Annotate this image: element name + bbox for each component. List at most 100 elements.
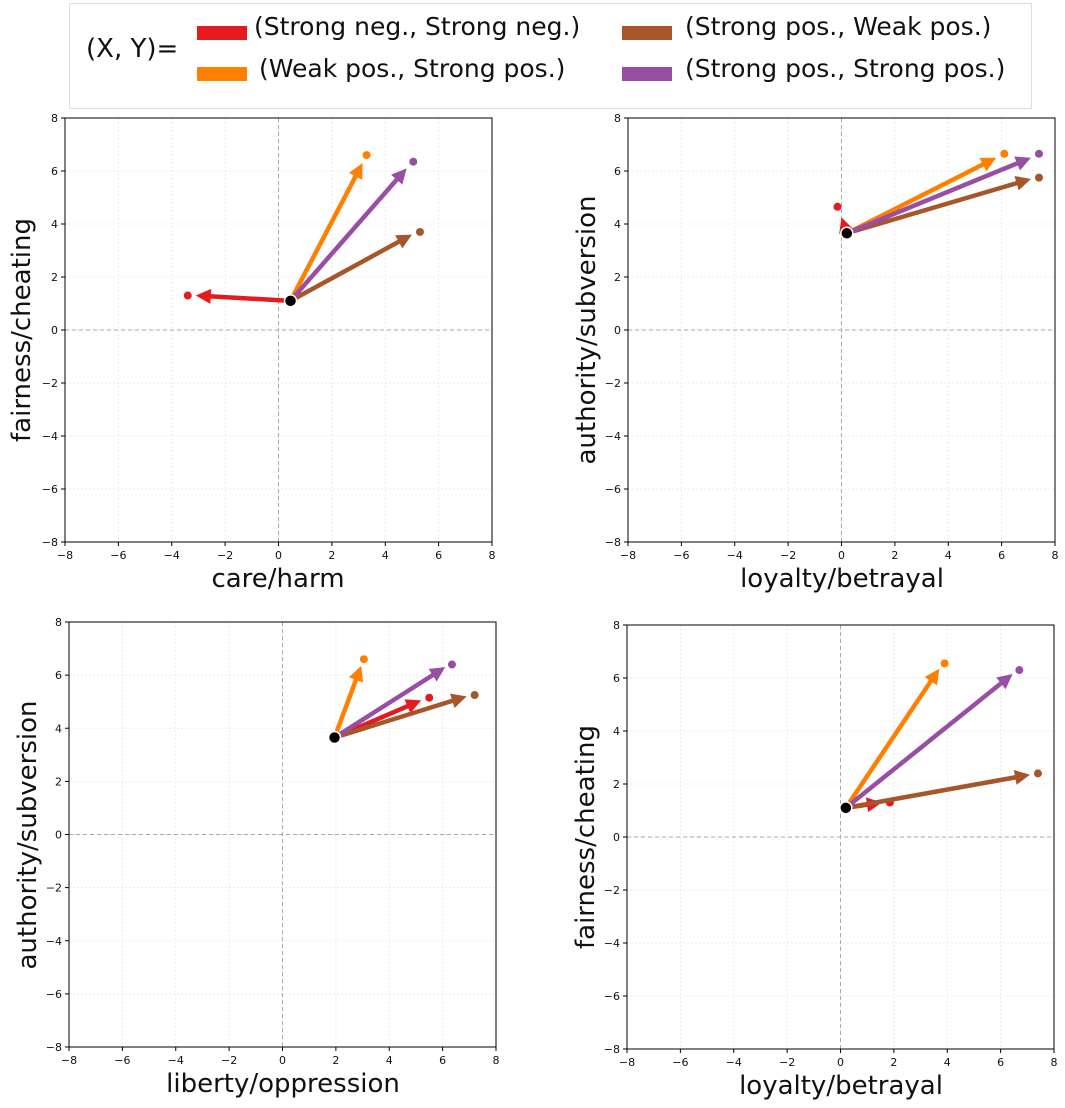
x-tick-label: −6 — [672, 1056, 688, 1069]
legend-label-strong-pos-weak-pos: (Strong pos., Weak pos.) — [685, 12, 992, 41]
y-tick-label: −4 — [46, 935, 62, 948]
legend-swatch-strong-pos-strong-pos — [622, 67, 672, 81]
x-tick-label: −6 — [114, 1054, 130, 1067]
y-tick-label: 0 — [55, 829, 62, 842]
x-tick-label: 4 — [945, 549, 952, 562]
x-tick-label: 6 — [439, 1054, 446, 1067]
y-tick-label: −8 — [42, 536, 58, 549]
y-tick-label: 6 — [51, 165, 58, 178]
x-axis-label: liberty/oppression — [166, 1069, 400, 1099]
y-tick-label: 0 — [51, 324, 58, 337]
x-tick-label: −2 — [217, 549, 233, 562]
x-tick-label: −4 — [168, 1054, 184, 1067]
arrow-shaft-strong-neg-strong-neg — [208, 294, 291, 304]
y-tick-label: −6 — [46, 988, 62, 1001]
legend-label-strong-neg-strong-neg: (Strong neg., Strong neg.) — [254, 12, 581, 41]
endpoint-dot-weak-pos-strong-pos — [940, 659, 949, 668]
y-tick-label: 2 — [614, 271, 621, 284]
endpoint-dot-strong-pos-weak-pos — [415, 227, 424, 236]
x-tick-label: −2 — [221, 1054, 237, 1067]
origin-dot — [283, 294, 298, 308]
y-tick-label: −4 — [604, 937, 620, 950]
arrow-head-strong-pos-weak-pos — [1014, 176, 1031, 191]
y-tick-label: −4 — [605, 430, 621, 443]
arrow-head-strong-pos-weak-pos — [450, 693, 467, 708]
x-tick-label: 6 — [997, 1056, 1004, 1069]
y-tick-label: 8 — [613, 619, 620, 632]
x-tick-label: 2 — [332, 1054, 339, 1067]
x-tick-label: 2 — [328, 549, 335, 562]
y-tick-label: −4 — [42, 430, 58, 443]
x-tick-label: 6 — [998, 549, 1005, 562]
x-tick-label: −6 — [673, 549, 689, 562]
x-axis-label: loyalty/betrayal — [739, 1071, 943, 1101]
arrow-head-strong-pos-strong-pos — [391, 168, 407, 185]
arrow-shaft-strong-pos-strong-pos — [845, 160, 1020, 236]
endpoint-dot-strong-pos-strong-pos — [447, 660, 456, 669]
endpoint-dot-strong-neg-strong-neg — [425, 693, 434, 702]
x-tick-label: 2 — [890, 1056, 897, 1069]
x-tick-label: −4 — [727, 549, 743, 562]
x-tick-label: −8 — [61, 1054, 77, 1067]
x-tick-label: −2 — [779, 1056, 795, 1069]
endpoint-dot-weak-pos-strong-pos — [359, 655, 368, 664]
x-tick-label: −8 — [619, 1056, 635, 1069]
legend-swatch-strong-pos-weak-pos — [622, 26, 672, 40]
x-tick-label: −2 — [780, 549, 796, 562]
arrow-head-strong-pos-weak-pos — [1013, 769, 1030, 785]
arrow-shaft-strong-pos-weak-pos — [333, 698, 455, 740]
y-tick-label: −6 — [604, 990, 620, 1003]
y-tick-label: −8 — [46, 1041, 62, 1054]
endpoint-dot-strong-pos-strong-pos — [1034, 149, 1043, 158]
endpoint-dot-strong-neg-strong-neg — [833, 202, 842, 211]
y-tick-label: 8 — [55, 616, 62, 629]
x-axis-label: care/harm — [211, 564, 344, 594]
x-tick-label: 8 — [1052, 549, 1059, 562]
legend-swatch-strong-neg-strong-neg — [197, 26, 247, 40]
arrow-shaft-strong-pos-strong-pos — [844, 680, 1004, 810]
y-tick-label: −2 — [42, 377, 58, 390]
y-tick-label: 2 — [613, 778, 620, 791]
x-tick-label: 8 — [493, 1054, 500, 1067]
x-tick-label: −8 — [620, 549, 636, 562]
legend-swatch-weak-pos-strong-pos — [197, 67, 247, 81]
x-tick-label: −6 — [110, 549, 126, 562]
y-tick-label: −8 — [604, 1043, 620, 1056]
arrow-shaft-strong-pos-strong-pos — [288, 176, 400, 303]
y-tick-label: 4 — [51, 218, 58, 231]
x-tick-label: 0 — [275, 549, 282, 562]
y-tick-label: 6 — [55, 669, 62, 682]
arrow-shaft-weak-pos-strong-pos — [288, 173, 359, 302]
y-tick-label: 0 — [613, 831, 620, 844]
arrow-head-strong-pos-strong-pos — [1014, 156, 1031, 171]
arrow-head-strong-neg-strong-neg — [195, 288, 212, 304]
endpoint-dot-strong-pos-weak-pos — [470, 691, 479, 700]
x-tick-label: 8 — [1051, 1056, 1058, 1069]
y-tick-label: 6 — [614, 165, 621, 178]
legend-label-weak-pos-strong-pos: (Weak pos., Strong pos.) — [259, 54, 566, 83]
y-tick-label: −8 — [605, 536, 621, 549]
y-tick-label: −6 — [605, 483, 621, 496]
x-tick-label: 0 — [838, 549, 845, 562]
endpoint-dot-strong-pos-strong-pos — [1015, 666, 1024, 675]
endpoint-dot-strong-neg-strong-neg — [183, 291, 192, 300]
x-tick-label: 0 — [837, 1056, 844, 1069]
y-axis-label: authority/subversion — [13, 700, 43, 969]
x-tick-label: −4 — [726, 1056, 742, 1069]
origin-dot — [840, 226, 854, 241]
x-tick-label: 8 — [489, 549, 496, 562]
origin-dot — [327, 730, 342, 745]
endpoint-dot-weak-pos-strong-pos — [362, 151, 371, 160]
endpoint-dot-strong-pos-weak-pos — [1034, 173, 1043, 182]
x-tick-label: 4 — [944, 1056, 951, 1069]
arrow-head-strong-neg-strong-neg — [404, 699, 422, 714]
y-tick-label: −6 — [42, 483, 58, 496]
x-tick-label: 4 — [382, 549, 389, 562]
y-tick-label: 6 — [613, 672, 620, 685]
y-axis-label: fairness/cheating — [571, 725, 601, 949]
y-tick-label: 8 — [51, 112, 58, 125]
